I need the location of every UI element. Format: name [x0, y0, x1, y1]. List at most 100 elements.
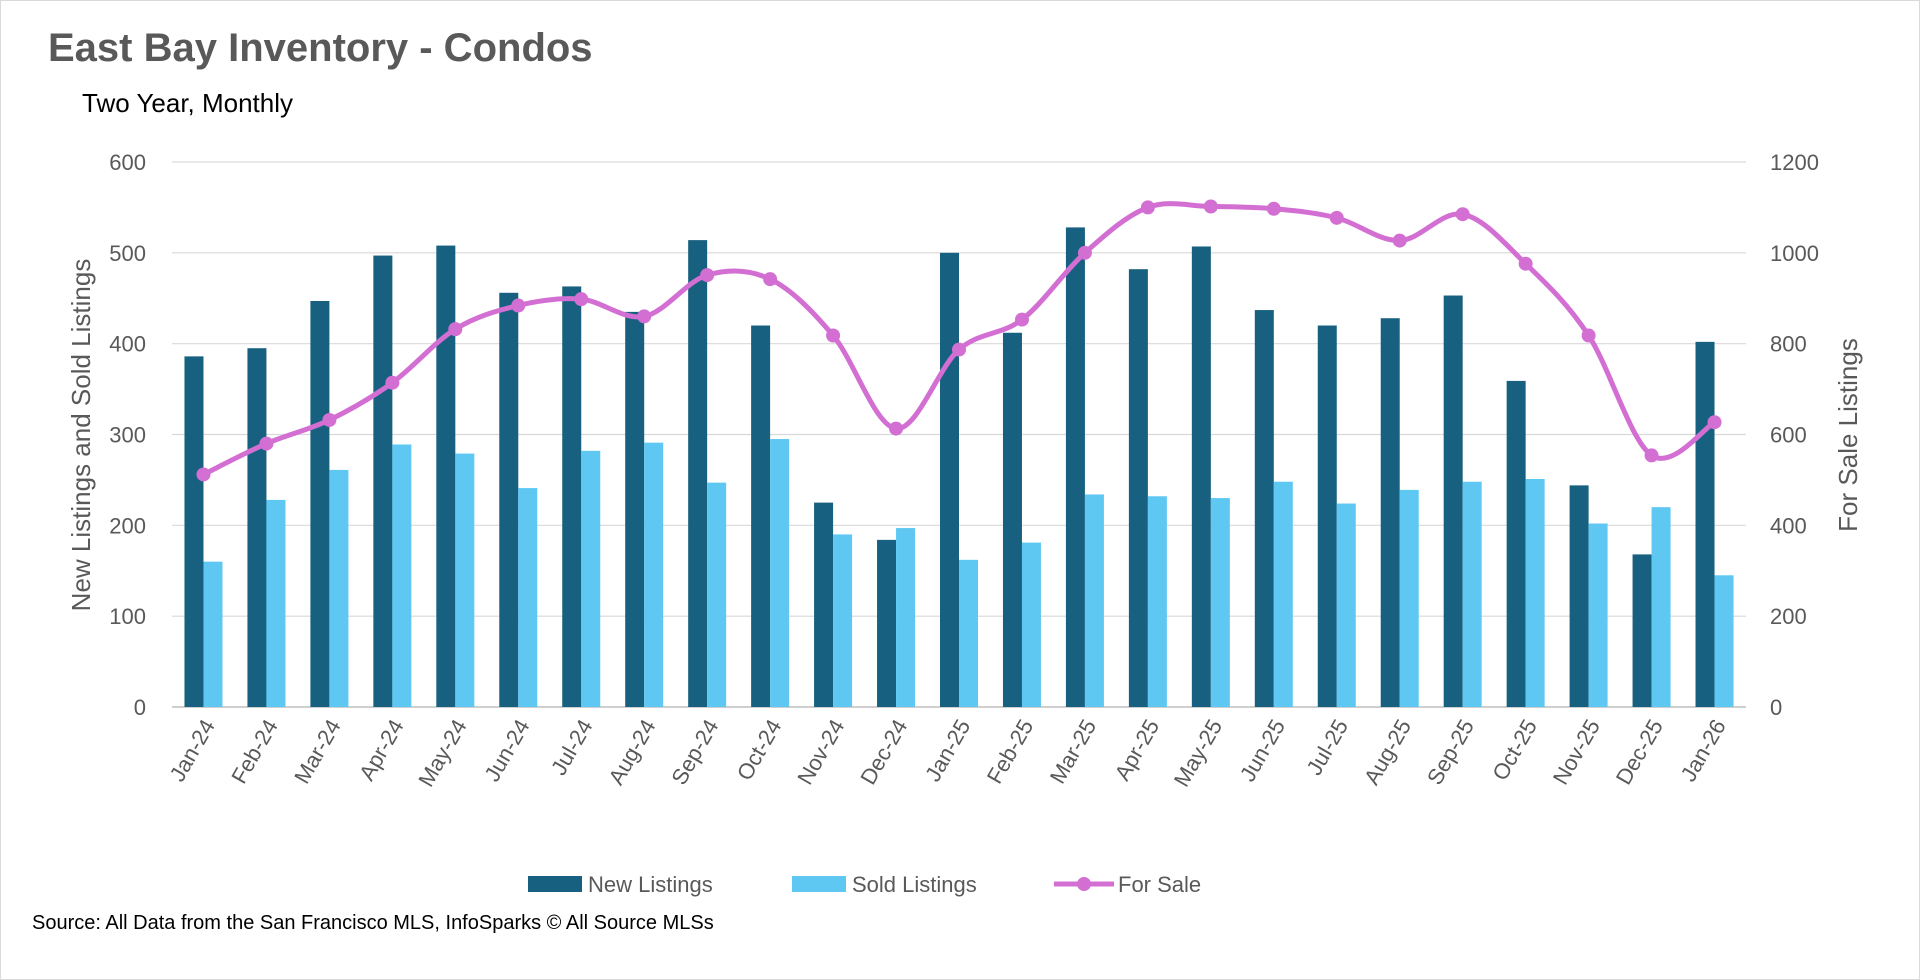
y-tick-label: 200: [109, 513, 146, 538]
bar-new-listings: [1632, 554, 1652, 707]
bar-sold-listings: [707, 482, 727, 707]
y-tick-label: 0: [134, 695, 146, 720]
bar-new-listings: [247, 348, 267, 707]
for-sale-point: [196, 467, 211, 482]
for-sale-point: [763, 272, 778, 287]
x-tick-label: Nov-25: [1548, 715, 1605, 789]
x-tick-label: Nov-24: [792, 715, 849, 789]
x-axis-ticks: Jan-24 Feb-24 Mar-24 Apr-24 May-24 Jun-24 Jul-…: [165, 715, 1731, 791]
bar-new-listings: [1128, 269, 1148, 707]
bar-new-listings: [751, 325, 771, 707]
bar-sold-listings: [833, 534, 853, 707]
for-sale-point: [1014, 312, 1029, 327]
y-tick-label: 300: [109, 423, 146, 448]
bar-sold-listings: [392, 444, 412, 707]
source-note: Source: All Data from the San Francisco …: [32, 912, 714, 934]
bar-sold-listings: [1399, 489, 1419, 707]
legend-swatch-sold-listings: [792, 876, 846, 892]
for-sale-point: [637, 309, 652, 324]
y2-tick-label: 1200: [1770, 150, 1819, 175]
for-sale-point: [952, 342, 966, 357]
bar-new-listings: [814, 502, 834, 707]
bar-sold-listings: [329, 469, 349, 707]
legend-marker-for-sale: [1077, 877, 1091, 891]
y2-tick-label: 200: [1770, 604, 1807, 629]
for-sale-point: [889, 421, 904, 436]
for-sale-point: [1140, 200, 1155, 215]
for-sale-point: [1455, 207, 1470, 222]
x-tick-label: May-24: [413, 715, 471, 791]
bar-new-listings: [310, 300, 330, 707]
x-tick-label: Feb-24: [226, 715, 283, 788]
y-tick-label: 500: [109, 241, 146, 266]
bar-new-listings: [1191, 246, 1211, 707]
for-sale-point: [448, 322, 463, 337]
bar-sold-listings: [1273, 481, 1293, 707]
bar-new-listings: [562, 286, 582, 707]
legend-label-new-listings: New Listings: [588, 872, 713, 897]
bar-sold-listings: [1336, 503, 1356, 707]
x-tick-label: Jan-25: [920, 715, 975, 786]
bar-new-listings: [1380, 318, 1400, 707]
bar-new-listings: [1506, 380, 1526, 707]
bar-sold-listings: [644, 442, 664, 707]
bar-new-listings: [1254, 310, 1274, 707]
bar-sold-listings: [1525, 479, 1545, 707]
bar-new-listings: [688, 240, 708, 707]
x-tick-label: Aug-24: [603, 715, 660, 789]
bar-new-listings: [1695, 341, 1715, 707]
bar-sold-listings: [1714, 575, 1734, 707]
bar-new-listings: [373, 255, 393, 707]
bar-new-listings: [1002, 332, 1022, 707]
bar-sold-listings: [1588, 523, 1608, 707]
bar-new-listings: [1569, 485, 1589, 707]
bar-sold-listings: [581, 450, 601, 707]
x-tick-label: Jun-24: [479, 715, 534, 786]
x-tick-label: Apr-24: [354, 715, 409, 785]
for-sale-point: [511, 298, 526, 313]
x-tick-label: Feb-25: [982, 715, 1039, 788]
x-tick-label: May-25: [1169, 715, 1227, 791]
chart-subtitle: Two Year, Monthly: [82, 88, 294, 118]
right-axis-ticks: 0 200 400 600 800 1000 1200: [1770, 150, 1819, 720]
left-axis-ticks: 0 100 200 300 400 500 600: [109, 150, 146, 720]
x-tick-label: Jul-25: [1301, 715, 1353, 779]
for-sale-point: [700, 268, 715, 283]
y2-tick-label: 600: [1770, 423, 1807, 448]
bar-new-listings: [940, 252, 959, 708]
bar-new-listings: [1317, 325, 1337, 707]
x-tick-label: Sep-25: [1422, 715, 1479, 789]
for-sale-point: [1707, 415, 1722, 430]
for-sale-point: [1644, 448, 1659, 463]
for-sale-point: [259, 436, 274, 451]
legend-label-sold-listings: Sold Listings: [852, 872, 977, 897]
bar-sold-listings: [518, 488, 538, 707]
bar-new-listings: [877, 539, 897, 707]
x-tick-label: Dec-25: [1611, 715, 1668, 789]
chart-title: East Bay Inventory - Condos: [48, 26, 593, 70]
bar-sold-listings: [770, 439, 790, 707]
x-tick-label: Oct-25: [1487, 715, 1542, 785]
bar-new-listings: [1065, 227, 1085, 707]
bar-sold-listings: [959, 559, 978, 707]
bar-sold-listings: [1147, 496, 1167, 707]
legend: New Listings Sold Listings For Sale: [528, 872, 1201, 897]
for-sale-point: [1203, 199, 1218, 214]
legend-swatch-new-listings: [528, 876, 582, 892]
bar-series: [184, 227, 1734, 708]
x-tick-label: Jan-24: [165, 715, 220, 786]
for-sale-point: [322, 412, 337, 427]
for-sale-point: [1392, 233, 1407, 248]
for-sale-point: [1581, 328, 1596, 343]
x-tick-label: Aug-25: [1359, 715, 1416, 789]
x-tick-label: Jul-24: [546, 715, 598, 779]
bar-sold-listings: [1651, 507, 1671, 707]
y2-axis-title: For Sale Listings: [1833, 338, 1863, 532]
bar-sold-listings: [455, 453, 475, 707]
y2-tick-label: 0: [1770, 695, 1782, 720]
for-sale-point: [1518, 256, 1533, 271]
bar-sold-listings: [1210, 498, 1230, 707]
bar-sold-listings: [1021, 542, 1041, 707]
y2-tick-label: 400: [1770, 513, 1807, 538]
y2-tick-label: 800: [1770, 332, 1807, 357]
